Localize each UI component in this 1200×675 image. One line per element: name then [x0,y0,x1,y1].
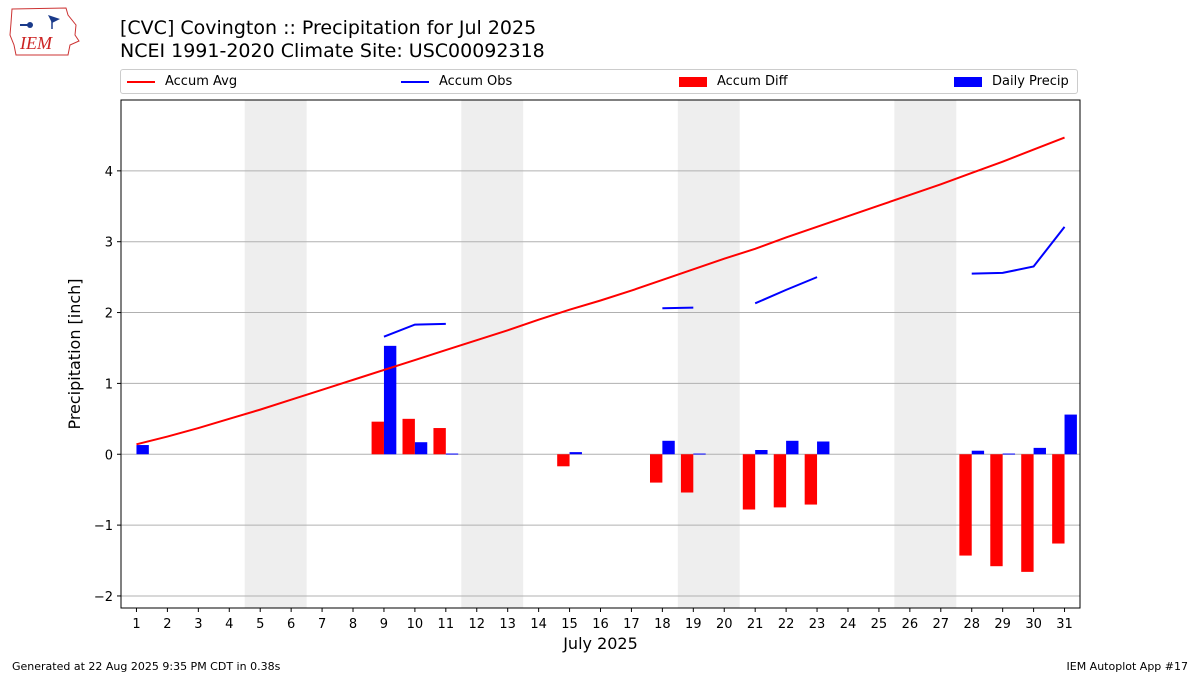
daily-precip-bar [755,450,768,455]
y-axis-label: Precipitation [inch] [65,278,84,429]
x-tick-label: 6 [287,617,295,632]
legend-label-accum-avg: Accum Avg [165,74,238,89]
accum-diff-bar [402,418,415,455]
accum-avg-line [136,136,1065,446]
accum-diff-bar [371,421,384,455]
accum-diff-bar [1052,454,1065,544]
daily-precip-bar [569,452,582,455]
y-tick-label: 2 [105,307,113,322]
daily-precip-bar [136,445,149,455]
legend-accum-avg: Accum Avg [127,74,237,89]
x-tick-label: 1 [132,617,140,632]
legend-accum-obs: Accum Obs [401,74,512,89]
weekend-band [244,100,307,608]
generated-timestamp: Generated at 22 Aug 2025 9:35 PM CDT in … [12,660,281,673]
x-tick-label: 31 [1056,617,1073,632]
daily-precip-bar [662,440,675,455]
x-tick-label: 26 [902,617,919,632]
chart-subtitle: NCEI 1991-2020 Climate Site: USC00092318 [120,40,545,62]
x-tick-label: 14 [530,617,547,632]
x-tick-label: 19 [685,617,702,632]
x-tick-label: 9 [380,617,388,632]
x-tick-label: 10 [407,617,424,632]
daily-precip-bar [817,441,830,455]
legend-swatch-accum-diff [679,76,707,87]
weekend-band [461,100,524,608]
weekend-band [894,100,957,608]
legend: Accum Avg Accum Obs Accum Diff Daily Pre… [120,69,1078,94]
x-tick-label: 29 [994,617,1011,632]
accum-diff-bar [742,454,756,510]
x-tick-label: 15 [561,617,578,632]
x-tick-label: 3 [194,617,202,632]
accum-obs-line [383,322,446,338]
x-tick-label: 11 [438,617,455,632]
legend-swatch-accum-obs [401,80,429,83]
x-tick-label: 28 [963,617,980,632]
daily-precip-bar [693,453,706,455]
daily-precip-bar [1064,414,1077,455]
x-tick-label: 27 [933,617,950,632]
x-tick-label: 16 [592,617,609,632]
x-tick-label: 7 [318,617,326,632]
x-tick-label: 22 [778,617,795,632]
accum-obs-line [662,306,694,310]
x-tick-label: 8 [349,617,357,632]
x-tick-label: 12 [468,617,485,632]
daily-precip-bar [971,450,985,455]
x-tick-label: 23 [809,617,826,632]
logo-text: IEM [19,33,53,53]
daily-precip-bar [414,442,428,455]
y-tick-label: 0 [105,448,113,463]
daily-precip-bar [1033,447,1046,455]
accum-diff-bar [557,454,570,467]
legend-label-accum-obs: Accum Obs [439,74,513,89]
legend-label-daily-precip: Daily Precip [992,74,1069,89]
x-tick-label: 24 [840,617,857,632]
x-tick-label: 4 [225,617,233,632]
accum-obs-line [971,226,1066,275]
x-tick-label: 20 [716,617,733,632]
x-tick-label: 18 [654,617,671,632]
x-axis-label: July 2025 [562,634,638,653]
y-tick-label: −2 [94,590,113,605]
daily-precip-bar [786,440,799,455]
legend-swatch-daily-precip [954,76,982,87]
accum-diff-bar [1021,454,1034,572]
daily-precip-bar [1002,453,1016,455]
x-tick-label: 30 [1025,617,1042,632]
accum-diff-bar [773,454,787,508]
chart-title: [CVC] Covington :: Precipitation for Jul… [120,17,537,39]
accum-diff-bar [804,454,818,505]
accum-diff-bar [680,454,694,493]
x-tick-label: 5 [256,617,264,632]
legend-daily-precip: Daily Precip [954,74,1069,89]
x-tick-label: 2 [163,617,171,632]
x-tick-label: 13 [499,617,516,632]
accum-obs-line [754,276,818,305]
daily-precip-bar [383,345,397,455]
x-tick-label: 25 [871,617,888,632]
y-tick-label: 3 [105,236,113,251]
legend-accum-diff: Accum Diff [679,74,788,89]
y-tick-label: −1 [94,519,113,534]
daily-precip-bar [445,453,459,455]
x-tick-label: 21 [747,617,764,632]
accum-diff-bar [649,454,663,483]
legend-label-accum-diff: Accum Diff [717,74,788,89]
weekend-band [677,100,740,608]
accum-diff-bar [959,454,972,556]
legend-swatch-accum-avg [127,80,155,83]
app-label: IEM Autoplot App #17 [1066,660,1189,673]
accum-diff-bar [433,428,446,455]
y-tick-label: 1 [105,377,113,392]
y-tick-label: 4 [105,165,113,180]
iem-logo: IEM [9,7,80,56]
x-tick-label: 17 [623,617,640,632]
accum-diff-bar [990,454,1003,567]
